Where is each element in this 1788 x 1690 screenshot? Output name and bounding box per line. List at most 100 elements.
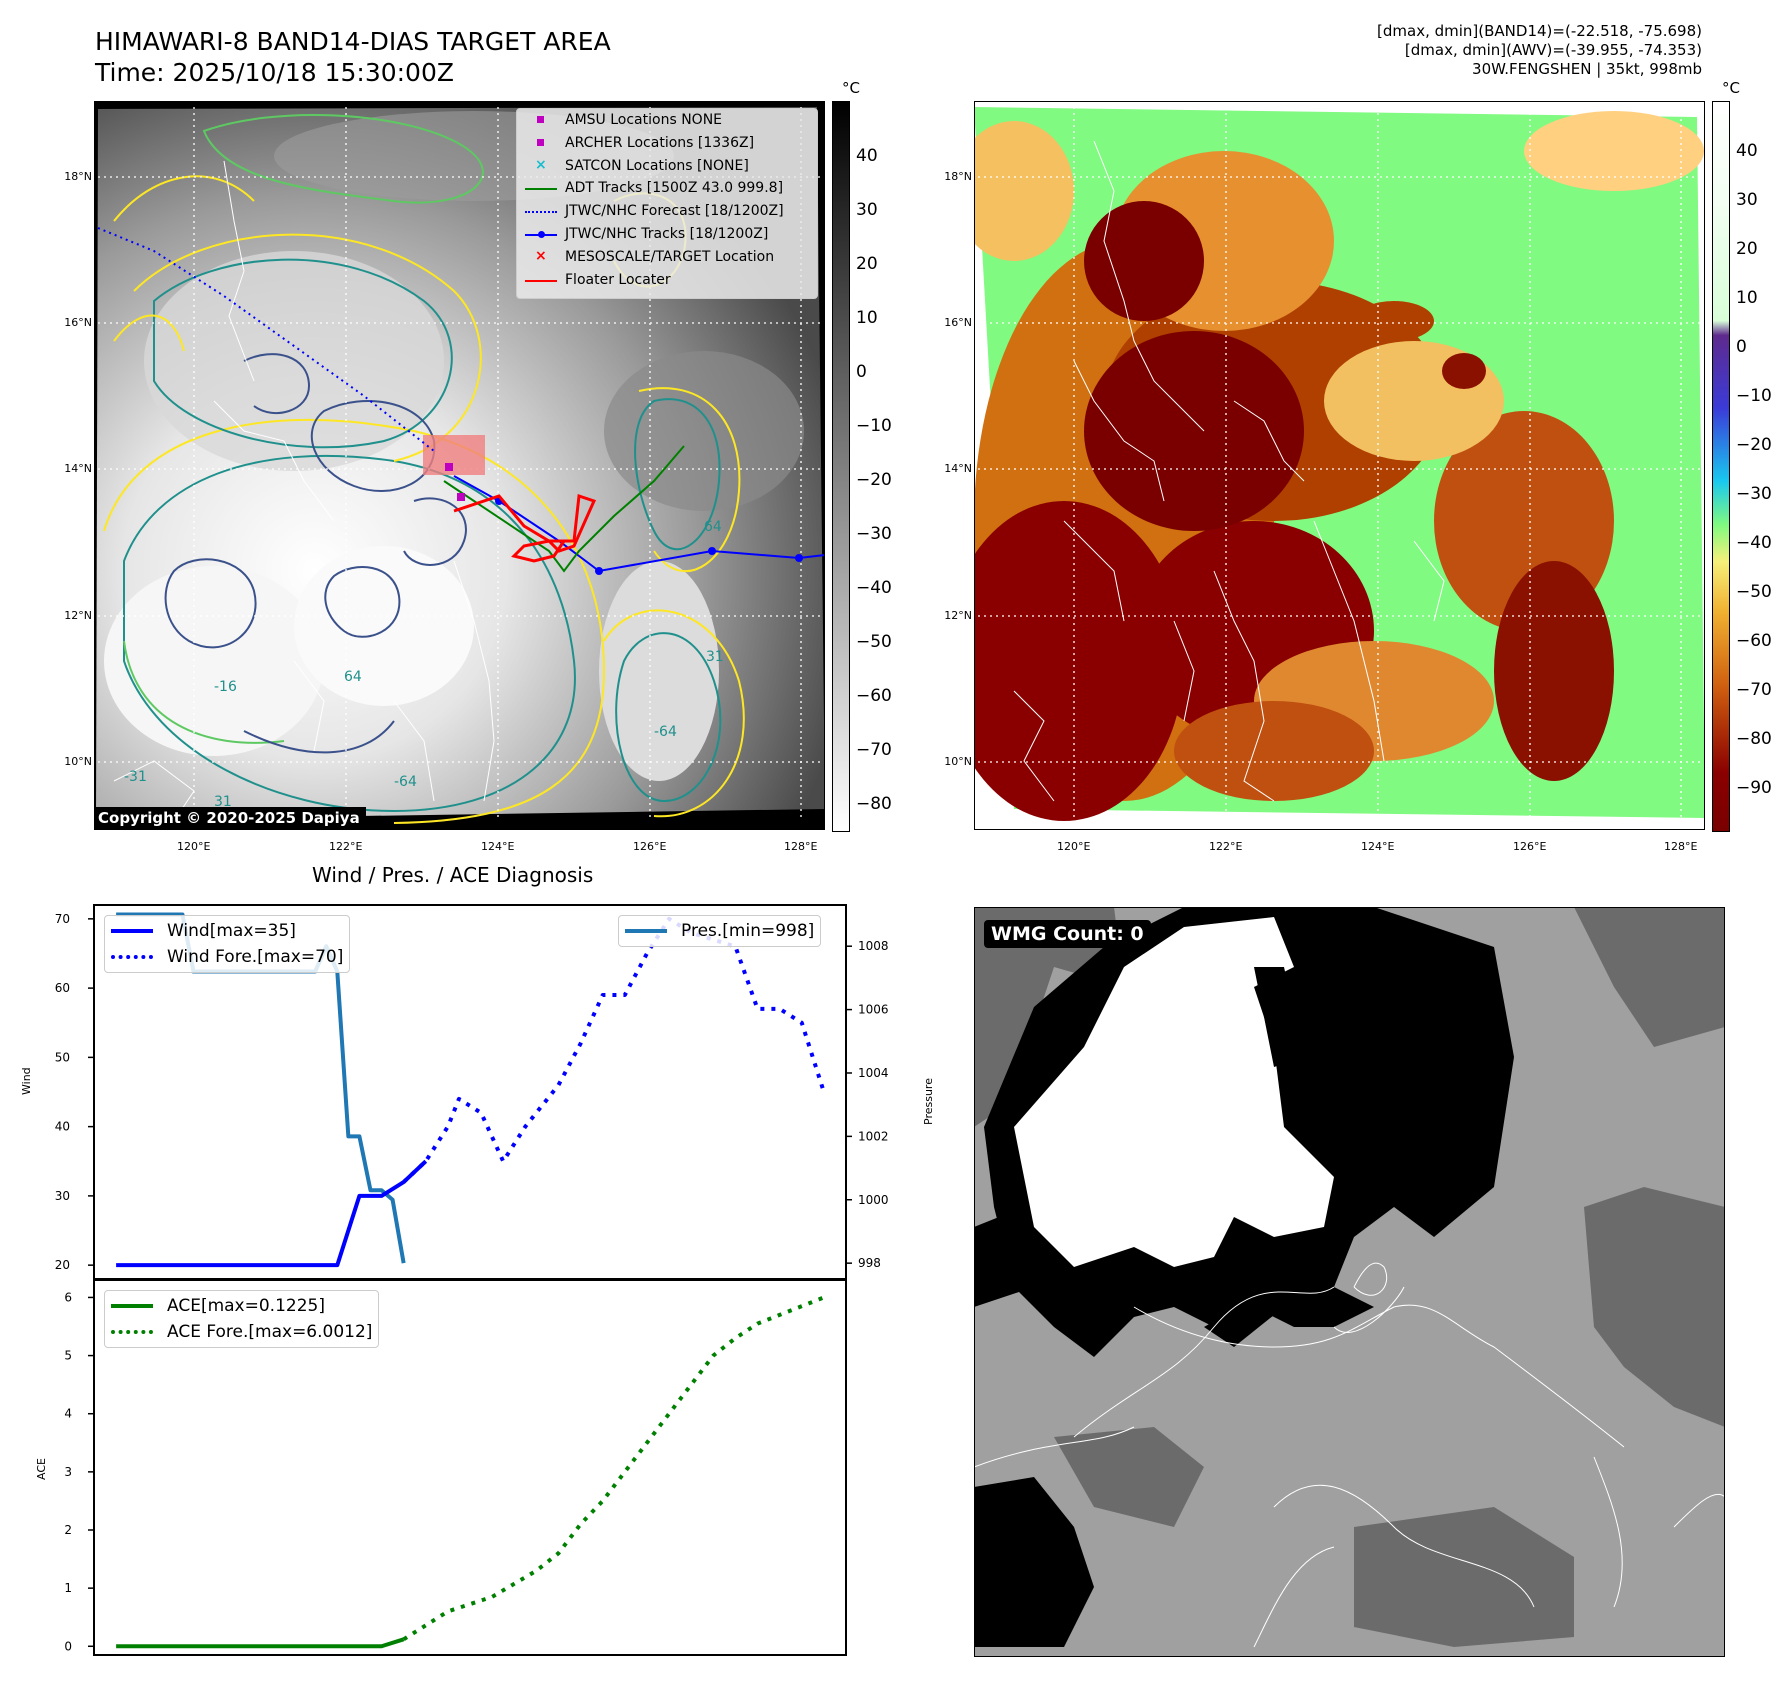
legend-marker-dot [538,230,545,238]
colorbar-tick: 40 [1736,141,1758,161]
colorbar-tick: −10 [1736,386,1772,406]
wind-legend: Wind[max=35] Wind Fore.[max=70] [104,915,351,973]
awv-map-panel [974,101,1705,830]
ir-lat-labels: 18°N 16°N 14°N 12°N 10°N [44,101,92,830]
legend-label: AMSU Locations NONE [565,112,723,128]
lat-label: 16°N [64,316,92,329]
legend-item-ace-forecast: ACE Fore.[max=6.0012] [111,1319,372,1345]
wind-ytick-label: 50 [55,1050,70,1064]
pressure-ytick-label: 1002 [858,1129,889,1143]
colorbar-tick: 10 [856,308,878,328]
svg-text:31: 31 [214,794,232,810]
legend-label: Wind Fore.[max=70] [167,947,344,967]
colorbar-tick: 30 [1736,190,1758,210]
colorbar-tick: −60 [1736,631,1772,651]
wind-series [116,1159,428,1268]
awv-colorbar-unit: °C [1722,79,1740,97]
pressure-legend: Pres.[min=998] [618,915,822,947]
legend-line-dotted [111,955,153,959]
wind-ytick-label: 40 [55,1120,70,1134]
ace-legend: ACE[max=0.1225] ACE Fore.[max=6.0012] [104,1290,380,1348]
copyright-badge: Copyright © 2020-2025 Dapiya [94,807,366,830]
legend-label: MESOSCALE/TARGET Location [565,248,775,265]
colorbar-tick: 20 [1736,239,1758,259]
colorbar-tick: −20 [1736,435,1772,455]
ir-map-panel: 64 31 31 64 -64 -31 -16 -64 AMSU Locatio… [94,101,825,830]
legend-item-wind: Wind[max=35] [111,918,343,944]
lon-label: 128°E [784,840,818,853]
ace-series [116,1637,405,1649]
legend-line-solid [111,929,153,933]
legend-label: ARCHER Locations [1336Z] [565,134,755,151]
ace-ytick-label: 1 [64,1581,72,1595]
svg-text:64: 64 [344,669,362,685]
awv-lat-labels: 18°N 16°N 14°N 12°N 10°N [924,101,972,830]
dmax-band14: [dmax, dmin](BAND14)=(-22.518, -75.698) [1377,22,1702,40]
colorbar-tick: 30 [856,200,878,220]
legend-item: × MESOSCALE/TARGET Location [517,246,817,269]
ace-ytick-label: 5 [64,1349,72,1363]
legend-item-ace: ACE[max=0.1225] [111,1293,372,1319]
legend-marker [525,279,557,282]
colorbar-tick: −40 [1736,533,1772,553]
svg-text:-64: -64 [394,774,417,790]
ir-colorbar-unit: °C [842,79,860,97]
legend-marker [525,188,557,191]
colorbar-tick: −80 [1736,729,1772,749]
pressure-ytick-label: 1004 [858,1066,889,1080]
svg-text:-16: -16 [214,679,237,695]
lon-label: 124°E [481,840,515,853]
legend-label: ADT Tracks [1500Z 43.0 999.8] [565,180,784,197]
colorbar-tick: −70 [1736,680,1772,700]
lon-label: 126°E [1513,840,1547,853]
storm-info: [dmax, dmin](BAND14)=(-22.518, -75.698) … [1377,22,1702,79]
legend-label: ACE[max=0.1225] [167,1296,325,1316]
ace-ytick-label: 4 [64,1407,72,1421]
floater-track [453,493,597,563]
legend-line-solid [625,929,667,933]
wind-ytick-label: 70 [55,912,70,926]
legend-item: JTWC/NHC Forecast [18/1200Z] [517,200,817,223]
figure-title: HIMAWARI-8 BAND14-DIAS TARGET AREA Time:… [95,26,611,88]
legend-item: AMSU Locations NONE [517,109,817,132]
pressure-ytick-label: 1006 [858,1003,889,1017]
legend-label: JTWC/NHC Forecast [18/1200Z] [565,203,784,220]
colorbar-tick: 20 [856,254,878,274]
legend-marker: × [535,156,547,173]
ir-lon-labels: 120°E 122°E 124°E 126°E 128°E [94,840,825,856]
lon-label: 120°E [177,840,211,853]
colorbar-tick: −30 [1736,484,1772,504]
legend-line-solid [111,1304,153,1308]
awv-colorbar-ticks: 40 30 20 10 0 −10 −20 −30 −40 −50 −60 −70 −80 −90 [1736,101,1788,830]
legend-marker: × [535,247,547,264]
colorbar-tick: −80 [856,794,892,814]
svg-text:-64: -64 [654,724,677,740]
colorbar-tick: 0 [856,362,867,382]
lon-label: 124°E [1361,840,1395,853]
colorbar-tick: −40 [856,578,892,598]
colorbar-tick: −10 [856,416,892,436]
lat-label: 10°N [64,755,92,768]
legend-item: ARCHER Locations [1336Z] [517,132,817,155]
ir-colorbar-ticks: 40 30 20 10 0 −10 −20 −30 −40 −50 −60 −70 −80 [856,101,916,830]
wind-ytick-label: 30 [55,1189,70,1203]
ace-axes-frame [93,1279,847,1656]
ace-ytick-label: 3 [64,1465,72,1479]
legend-label: Pres.[min=998] [681,921,815,941]
pressure-ytick-label: 1008 [858,939,889,953]
legend-marker [537,116,544,123]
legend-line-dotted [111,1330,153,1334]
ace-ytick-label: 0 [64,1639,72,1653]
lat-label: 14°N [944,462,972,475]
wind-ytick-label: 20 [55,1258,70,1272]
awv-map-image [974,101,1705,830]
legend-label: ACE Fore.[max=6.0012] [167,1322,373,1342]
lon-label: 126°E [633,840,667,853]
title-line-2: Time: 2025/10/18 15:30:00Z [95,58,454,87]
legend-item-wind-forecast: Wind Fore.[max=70] [111,944,343,970]
diagnosis-chart: 20 30 40 50 60 70 998 1000 1002 1004 1006 1008 0 1 2 3 4… [55,904,889,1656]
diagnosis-title: Wind / Pres. / ACE Diagnosis [312,863,594,887]
legend-label: Floater Locater [565,271,671,288]
legend-item: JTWC/NHC Tracks [18/1200Z] [517,223,817,246]
ace-forecast-series [402,1295,825,1641]
